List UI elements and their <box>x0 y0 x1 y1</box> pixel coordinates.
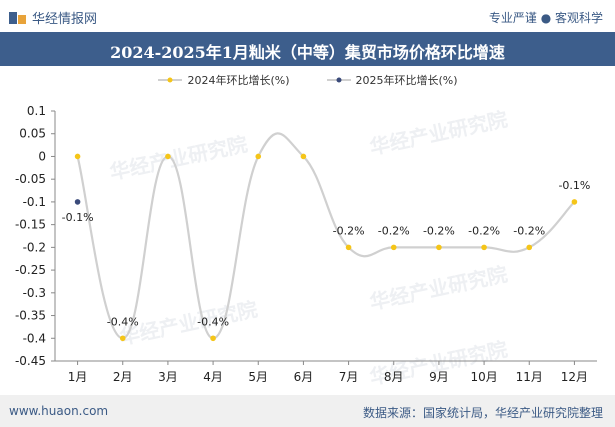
series-2024-line <box>76 132 576 340</box>
y-tick-label: 0.05 <box>19 127 46 141</box>
x-tick-label: 1月 <box>68 370 88 384</box>
series-2024-data-label: -0.1% <box>558 179 590 192</box>
y-tick-label: -0.1 <box>23 195 46 209</box>
series-2024-point <box>210 335 216 342</box>
series-2024-point <box>436 244 442 251</box>
series-2024-point <box>255 153 262 160</box>
series-2024-point <box>571 199 578 205</box>
brand-name: 华经情报网 <box>32 12 98 27</box>
chart-title: 2024-2025年1月籼米（中等）集贸市场价格环比增速 <box>110 43 505 62</box>
x-tick-label: 5月 <box>248 370 268 384</box>
x-tick-label: 6月 <box>294 370 314 384</box>
series-2025-point <box>74 199 81 205</box>
series-2024-data-label: -0.2% <box>423 224 455 237</box>
series-2024-data-label: -0.4% <box>107 315 139 328</box>
x-tick-label: 11月 <box>516 370 543 384</box>
series-2024-point <box>165 153 171 160</box>
footer: www.huaon.com 数据来源：国家统计局，华经产业研究院整理 <box>0 395 615 427</box>
series-2024-data-label: -0.2% <box>513 224 545 237</box>
x-tick-label: 8月 <box>384 370 404 384</box>
tagline: 专业严谨 ● 客观科学 <box>488 11 603 25</box>
series-2024-data-label: -0.4% <box>197 315 229 328</box>
x-tick-label: 10月 <box>470 370 497 384</box>
legend-marker-2025-icon <box>326 77 351 83</box>
y-tick-label: -0.2 <box>23 240 46 254</box>
x-tick-label: 12月 <box>561 370 588 384</box>
y-tick-label: 0 <box>38 149 46 163</box>
watermark-text: 华经产业研究院 <box>368 262 510 315</box>
y-tick-label: 0.1 <box>27 104 46 118</box>
title-bar: 2024-2025年1月籼米（中等）集贸市场价格环比增速 <box>0 32 615 66</box>
y-tick-label: -0.25 <box>15 263 46 277</box>
legend-marker-2024-icon <box>158 77 183 83</box>
y-tick-label: -0.3 <box>23 286 46 300</box>
top-bar: 华经情报网 专业严谨 ● 客观科学 <box>0 0 615 32</box>
y-tick-label: -0.15 <box>15 218 46 232</box>
footer-site-link[interactable]: www.huaon.com <box>9 404 109 418</box>
legend-label-2024: 2024年环比增长(%) <box>187 74 290 87</box>
series-2024-data-label: -0.2% <box>468 224 500 237</box>
brand[interactable]: 华经情报网 <box>9 8 97 27</box>
x-tick-label: 9月 <box>429 370 449 384</box>
legend: 2024年环比增长(%) 2025年环比增长(%) <box>0 72 615 88</box>
series-2024-point <box>526 244 533 251</box>
footer-source: 数据来源：国家统计局，华经产业研究院整理 <box>362 406 603 420</box>
series-2024-data-label: -0.2% <box>333 224 365 237</box>
y-tick-label: -0.35 <box>15 309 46 323</box>
legend-item-2025: 2025年环比增长(%) <box>326 72 458 88</box>
huajing-logo-icon <box>9 11 26 24</box>
series-2024-point <box>345 244 352 251</box>
x-tick-label: 7月 <box>339 370 359 384</box>
x-tick-label: 4月 <box>203 370 223 384</box>
y-tick-label: -0.45 <box>15 354 46 368</box>
series-2024-point <box>481 244 487 251</box>
series-2025-data-label: -0.1% <box>62 211 94 224</box>
legend-label-2025: 2025年环比增长(%) <box>355 74 458 87</box>
line-chart: 华经产业研究院华经产业研究院华经产业研究院华经产业研究院华经产业研究院0.10.… <box>15 104 597 389</box>
watermark-text: 华经产业研究院 <box>118 297 260 350</box>
series-2024-point <box>119 335 126 342</box>
watermark-text: 华经产业研究院 <box>368 107 510 160</box>
series-2024-point <box>74 153 81 160</box>
series-2024-point <box>300 153 307 160</box>
x-tick-label: 3月 <box>158 370 178 384</box>
x-tick-label: 2月 <box>113 370 133 384</box>
legend-item-2024: 2024年环比增长(%) <box>157 72 290 88</box>
series-2024-point <box>390 244 397 251</box>
series-2024-data-label: -0.2% <box>378 224 410 237</box>
y-tick-label: -0.05 <box>15 172 46 186</box>
y-tick-label: -0.4 <box>23 331 46 345</box>
